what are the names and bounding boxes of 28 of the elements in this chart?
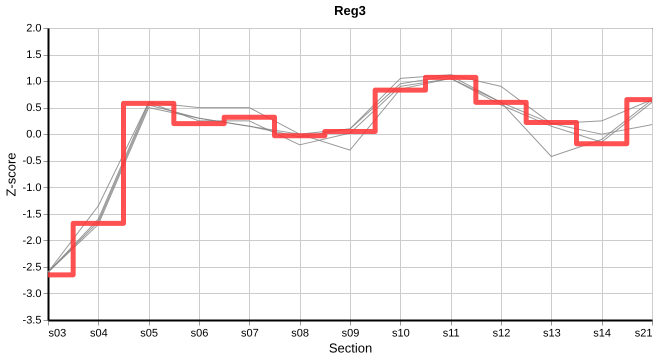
y-tick-label: -3.5 [22,314,42,326]
y-tick-label: -1.0 [22,182,42,194]
x-tick-label: s07 [240,328,259,340]
x-tick-label: s06 [190,328,208,340]
y-tick-label: 2.0 [26,22,42,34]
x-tick-label: s12 [492,328,510,340]
y-tick-label: 0.5 [26,102,42,114]
x-tick-label: s03 [48,328,66,340]
y-tick-label: -0.5 [22,155,42,168]
y-tick-label: -3.0 [22,288,42,300]
x-tick-label: s08 [291,328,310,340]
y-axis-title: Z-score [4,152,19,197]
chart-title: Reg3 [334,3,366,18]
y-tick-label: 1.5 [26,49,42,62]
x-axis-title: Section [328,340,372,356]
x-tick-label: s09 [342,328,360,340]
x-tick-label: s13 [542,328,561,340]
x-tick-label: s04 [90,328,108,340]
x-tick-label: s21 [634,328,652,340]
y-tick-label: -2.0 [22,234,42,247]
y-tick-label: 1.0 [26,76,42,88]
x-tick-label: s10 [392,328,410,340]
y-tick-label: 0.0 [26,128,42,141]
y-tick-label: -1.5 [22,208,42,220]
y-tick-label: -2.5 [22,261,42,274]
x-tick-label: s05 [140,328,158,340]
x-tick-label: s14 [593,328,612,340]
x-tick-label: s11 [442,328,460,340]
